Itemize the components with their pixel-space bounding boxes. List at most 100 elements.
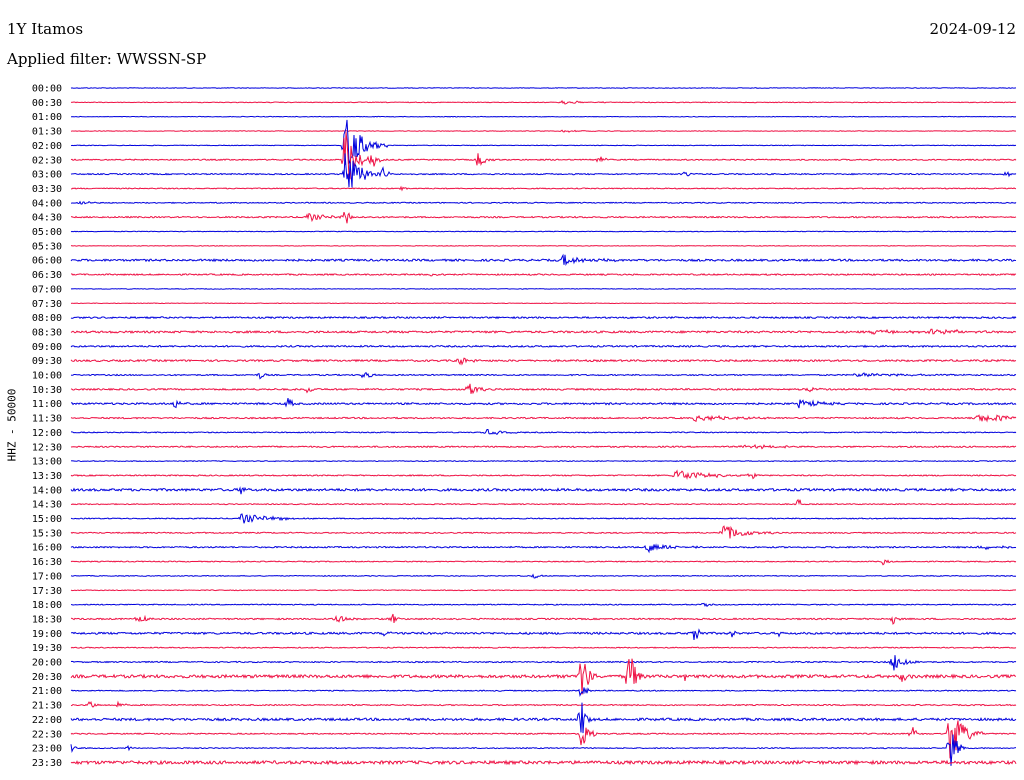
time-tick-02-00: 02:00 (32, 141, 62, 152)
time-tick-13-00: 13:00 (32, 457, 62, 468)
trace-22-00 (70, 702, 1017, 734)
trace-13-00 (70, 460, 1017, 463)
trace-12-00 (71, 429, 1017, 435)
time-tick-03-00: 03:00 (32, 170, 62, 181)
trace-20-00 (70, 655, 1017, 671)
time-tick-08-00: 08:00 (32, 313, 62, 324)
time-tick-15-30: 15:30 (32, 528, 62, 539)
time-tick-15-00: 15:00 (32, 514, 62, 525)
time-tick-02-30: 02:30 (32, 155, 62, 166)
time-tick-12-30: 12:30 (32, 442, 62, 453)
trace-15-30 (70, 525, 1017, 539)
time-tick-06-00: 06:00 (32, 256, 62, 267)
time-tick-16-00: 16:00 (32, 543, 62, 554)
time-tick-07-00: 07:00 (32, 284, 62, 295)
time-tick-23-00: 23:00 (32, 744, 62, 755)
time-tick-05-00: 05:00 (32, 227, 62, 238)
trace-19-30 (70, 646, 1017, 649)
time-tick-17-00: 17:00 (32, 571, 62, 582)
trace-14-00 (70, 486, 1017, 495)
time-tick-09-00: 09:00 (32, 342, 62, 353)
trace-07-00 (70, 288, 1017, 290)
time-tick-08-30: 08:30 (32, 327, 62, 338)
time-tick-01-30: 01:30 (32, 127, 62, 138)
time-tick-06-30: 06:30 (32, 270, 62, 281)
time-tick-11-30: 11:30 (32, 414, 62, 425)
trace-16-30 (70, 559, 1017, 566)
trace-21-30 (70, 700, 1017, 708)
trace-11-30 (70, 414, 1017, 423)
time-tick-10-00: 10:00 (32, 371, 62, 382)
trace-06-00 (70, 253, 1017, 267)
time-tick-09-30: 09:30 (32, 356, 62, 367)
time-tick-04-30: 04:30 (32, 213, 62, 224)
trace-00-00 (70, 87, 1017, 89)
trace-12-30 (70, 443, 1017, 450)
trace-03-30 (71, 185, 1017, 192)
trace-10-30 (70, 383, 1017, 395)
station-title: 1Y Itamos (7, 20, 84, 38)
trace-04-00 (71, 200, 1017, 205)
time-tick-16-30: 16:30 (32, 557, 62, 568)
trace-02-30 (70, 131, 1017, 180)
time-tick-22-30: 22:30 (32, 729, 62, 740)
time-tick-22-00: 22:00 (32, 715, 62, 726)
time-tick-07-30: 07:30 (32, 299, 62, 310)
trace-16-00 (70, 543, 1017, 554)
trace-02-00 (70, 119, 1017, 165)
time-tick-21-30: 21:30 (32, 701, 62, 712)
trace-15-00 (70, 513, 1017, 524)
time-tick-18-00: 18:00 (32, 600, 62, 611)
trace-09-30 (70, 357, 1017, 366)
trace-03-00 (70, 153, 1017, 188)
time-tick-00-00: 00:00 (32, 84, 62, 95)
time-tick-01-00: 01:00 (32, 112, 62, 123)
time-tick-05-30: 05:30 (32, 241, 62, 252)
time-tick-04-00: 04:00 (32, 198, 62, 209)
trace-05-30 (70, 245, 1017, 247)
trace-22-30 (70, 720, 1017, 759)
trace-01-30 (70, 129, 1017, 133)
seismic-traces (70, 87, 1017, 766)
time-tick-17-30: 17:30 (32, 586, 62, 597)
date-label: 2024-09-12 (929, 20, 1016, 38)
time-tick-19-00: 19:00 (32, 629, 62, 640)
trace-11-00 (70, 397, 1017, 409)
trace-17-30 (70, 589, 1017, 592)
time-tick-11-00: 11:00 (32, 399, 62, 410)
trace-20-30 (70, 658, 1017, 695)
trace-23-00 (70, 734, 1017, 766)
time-tick-20-00: 20:00 (32, 658, 62, 669)
trace-23-30 (70, 759, 1017, 766)
trace-05-00 (70, 230, 1017, 233)
trace-08-00 (70, 315, 1017, 320)
trace-19-00 (71, 628, 1016, 641)
trace-18-30 (70, 613, 1017, 625)
time-tick-12-00: 12:00 (32, 428, 62, 439)
trace-06-30 (70, 273, 1017, 277)
time-tick-14-30: 14:30 (32, 500, 62, 511)
time-tick-20-30: 20:30 (32, 672, 62, 683)
trace-01-00 (70, 115, 1017, 118)
trace-00-30 (70, 99, 1017, 105)
time-tick-10-30: 10:30 (32, 385, 62, 396)
time-tick-13-30: 13:30 (32, 471, 62, 482)
time-tick-21-00: 21:00 (32, 686, 62, 697)
time-tick-23-30: 23:30 (32, 758, 62, 769)
time-tick-14-00: 14:00 (32, 485, 62, 496)
filter-label: Applied filter: WWSSN-SP (7, 50, 207, 68)
trace-17-00 (70, 573, 1017, 579)
trace-10-00 (70, 371, 1017, 380)
trace-04-30 (70, 211, 1017, 224)
time-tick-labels: 00:00 00:30 01:00 01:30 02:00 02:30 03:00 03:30… (32, 84, 62, 769)
trace-07-30 (70, 302, 1017, 305)
trace-13-30 (70, 469, 1017, 481)
trace-09-00 (70, 344, 1017, 348)
trace-21-00 (70, 687, 1017, 698)
time-tick-18-30: 18:30 (32, 614, 62, 625)
time-tick-03-30: 03:30 (32, 184, 62, 195)
time-tick-00-30: 00:30 (32, 98, 62, 109)
trace-14-30 (70, 498, 1017, 506)
trace-08-30 (70, 328, 1017, 335)
